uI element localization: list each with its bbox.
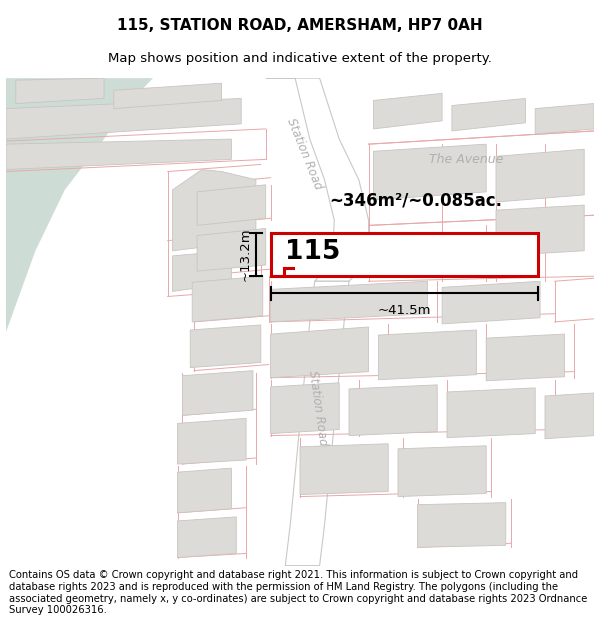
Polygon shape — [192, 276, 263, 322]
Polygon shape — [197, 185, 266, 226]
Polygon shape — [271, 327, 368, 378]
Polygon shape — [374, 93, 442, 129]
Polygon shape — [6, 98, 241, 139]
Polygon shape — [452, 98, 526, 131]
Polygon shape — [178, 468, 232, 512]
Polygon shape — [447, 388, 535, 438]
Polygon shape — [398, 446, 486, 496]
Polygon shape — [486, 334, 565, 381]
Polygon shape — [418, 503, 506, 548]
Polygon shape — [114, 83, 221, 109]
Polygon shape — [535, 104, 594, 134]
Text: The Avenue: The Avenue — [430, 153, 504, 166]
Text: Station Road: Station Road — [306, 370, 329, 447]
Polygon shape — [6, 78, 153, 566]
Polygon shape — [496, 205, 584, 256]
Polygon shape — [190, 325, 261, 368]
Polygon shape — [6, 139, 232, 169]
Polygon shape — [271, 281, 427, 322]
Polygon shape — [266, 78, 368, 281]
Polygon shape — [349, 385, 437, 436]
Text: Contains OS data © Crown copyright and database right 2021. This information is : Contains OS data © Crown copyright and d… — [9, 571, 587, 615]
Polygon shape — [178, 517, 236, 558]
Text: ~41.5m: ~41.5m — [377, 304, 431, 317]
Polygon shape — [178, 418, 246, 464]
Polygon shape — [496, 149, 584, 202]
Polygon shape — [545, 393, 594, 439]
Polygon shape — [173, 251, 232, 291]
Polygon shape — [16, 78, 104, 104]
Polygon shape — [271, 382, 339, 434]
Text: Map shows position and indicative extent of the property.: Map shows position and indicative extent… — [108, 52, 492, 65]
Polygon shape — [442, 281, 540, 324]
Text: 115, STATION ROAD, AMERSHAM, HP7 0AH: 115, STATION ROAD, AMERSHAM, HP7 0AH — [117, 18, 483, 32]
Text: ~13.2m: ~13.2m — [239, 228, 252, 281]
Polygon shape — [286, 281, 349, 566]
Text: ~346m²/~0.085ac.: ~346m²/~0.085ac. — [329, 191, 502, 209]
Polygon shape — [374, 144, 486, 200]
Polygon shape — [173, 169, 256, 251]
Polygon shape — [379, 330, 476, 380]
Polygon shape — [271, 232, 538, 276]
Polygon shape — [300, 444, 388, 494]
Polygon shape — [182, 371, 253, 415]
Text: Station Road: Station Road — [284, 117, 325, 192]
Polygon shape — [197, 228, 266, 271]
Text: 115: 115 — [286, 239, 341, 265]
